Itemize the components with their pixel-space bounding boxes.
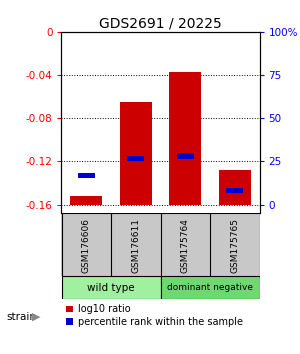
Text: wild type: wild type	[87, 282, 135, 292]
Bar	[219, 170, 251, 205]
Bar	[160, 276, 260, 299]
Title: GDS2691 / 20225: GDS2691 / 20225	[99, 17, 222, 31]
Bar	[120, 102, 152, 205]
Text: strain: strain	[6, 312, 36, 322]
Bar	[169, 72, 201, 205]
Text: GSM175764: GSM175764	[181, 218, 190, 273]
Bar	[177, 153, 194, 159]
Bar	[127, 155, 144, 161]
Bar	[226, 188, 243, 193]
Text: GSM176606: GSM176606	[82, 218, 91, 273]
Text: GSM176611: GSM176611	[131, 218, 140, 273]
Bar	[61, 276, 161, 299]
Text: GSM175765: GSM175765	[230, 218, 239, 273]
Legend: log10 ratio, percentile rank within the sample: log10 ratio, percentile rank within the …	[66, 304, 243, 327]
Bar	[78, 173, 95, 178]
Bar	[70, 196, 102, 205]
Text: ▶: ▶	[32, 312, 40, 322]
Text: dominant negative: dominant negative	[167, 283, 253, 292]
